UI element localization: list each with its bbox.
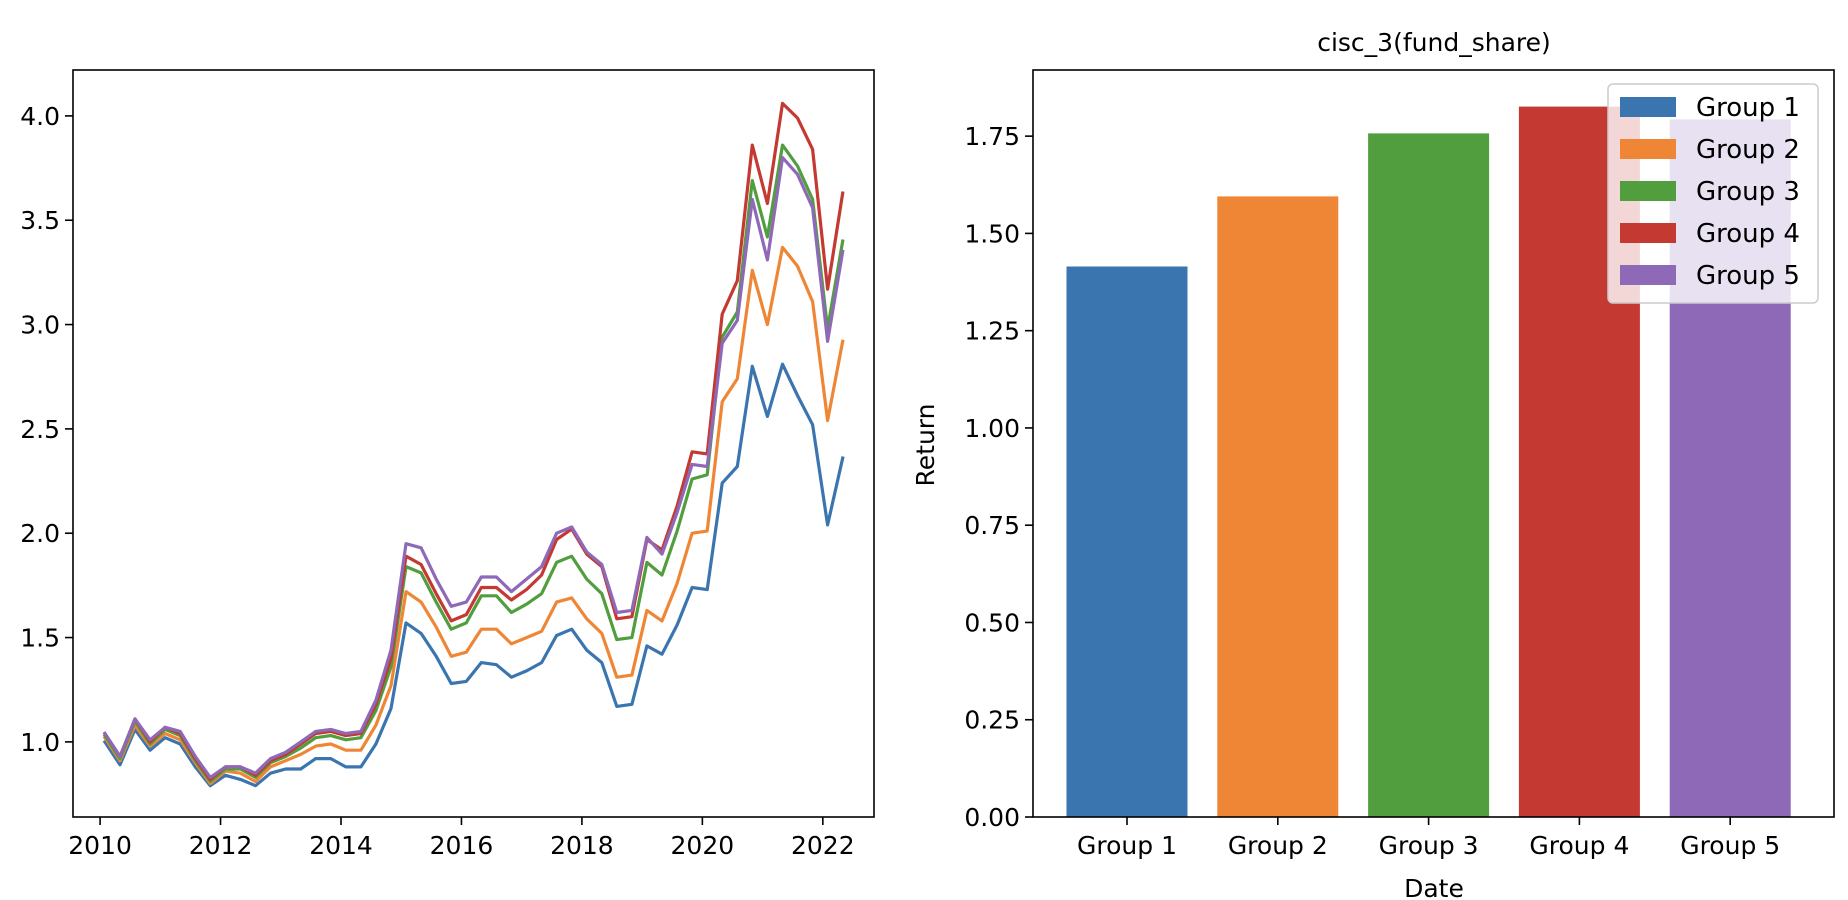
x-tick-label: 2016 (430, 831, 494, 860)
y-tick-label: 3.5 (20, 206, 60, 235)
line-series-5 (102, 156, 845, 780)
y-tick-label: 1.0 (20, 728, 60, 757)
line-chart-y-axis: 1.0 1.5 2.0 2.5 3.0 3.5 4.0 (20, 102, 73, 757)
line-series-2 (102, 245, 845, 786)
legend-label: Group 5 (1696, 261, 1800, 291)
y-tick-label: 2.0 (20, 519, 60, 548)
legend-label: Group 3 (1696, 177, 1800, 207)
bar-chart-legend: Group 1 Group 2 Group 3 Group 4 Group 5 (1607, 83, 1819, 304)
legend-swatch (1620, 181, 1676, 201)
x-tick-label: 2018 (550, 831, 614, 860)
legend-label: Group 4 (1696, 219, 1800, 249)
x-tick-label: Group 5 (1680, 831, 1780, 860)
legend-items: Group 1 Group 2 Group 3 Group 4 Group 5 (1620, 93, 1800, 291)
bar-chart-y-axis: 0.00 0.25 0.50 0.75 1.00 1.25 1.50 1.75 (964, 122, 1033, 832)
y-tick-label: 2.5 (20, 415, 60, 444)
legend-box (1607, 83, 1819, 304)
y-tick-label: 0.00 (964, 803, 1020, 832)
line-chart: 2010 2012 2014 2016 2018 2020 2022 1.0 1.5 2.0 2.… (20, 69, 875, 860)
x-tick-label: Group 4 (1529, 831, 1629, 860)
bar-chart-axes-frame (1032, 69, 1835, 818)
legend-label: Group 2 (1696, 135, 1800, 165)
y-tick-label: 1.5 (20, 624, 60, 653)
legend-swatch (1620, 97, 1676, 117)
x-tick-label: 2014 (309, 831, 373, 860)
y-tick-label: 4.0 (20, 102, 60, 131)
x-tick-label: 2012 (189, 831, 253, 860)
y-tick-label: 0.50 (964, 608, 1020, 637)
x-tick-label: 2020 (671, 831, 735, 860)
y-tick-label: 1.75 (964, 122, 1020, 151)
line-series-4 (102, 101, 845, 782)
y-tick-label: 0.75 (964, 511, 1020, 540)
line-series-1 (102, 362, 845, 788)
legend-swatch (1620, 223, 1676, 243)
bar-group-1 (1066, 266, 1188, 817)
bar-chart-x-axis-title: Date (1404, 874, 1464, 900)
y-tick-label: 1.00 (964, 414, 1020, 443)
x-tick-label: Group 2 (1228, 831, 1328, 860)
legend-swatch (1620, 139, 1676, 159)
x-tick-label: Group 1 (1077, 831, 1177, 860)
bar-group-3 (1368, 133, 1490, 817)
bar-chart-y-axis-title: Return (911, 404, 940, 487)
bar-chart-x-axis: Group 1 Group 2 Group 3 Group 4 Group 5 (1077, 817, 1780, 860)
y-tick-label: 1.25 (964, 317, 1020, 346)
line-chart-x-axis: 2010 2012 2014 2016 2018 2020 2022 (68, 817, 855, 860)
bar-group-2 (1217, 196, 1339, 817)
y-tick-label: 1.50 (964, 219, 1020, 248)
line-series-3 (102, 143, 845, 784)
legend-label: Group 1 (1696, 93, 1800, 123)
x-tick-label: Group 3 (1379, 831, 1479, 860)
bar-chart-title: cisc_3(fund_share) (1317, 28, 1551, 57)
y-tick-label: 0.25 (964, 706, 1020, 735)
bar-chart: cisc_3(fund_share) Group 1 Group 2 Group 3… (911, 28, 1835, 900)
line-chart-axes-frame (72, 69, 875, 818)
line-series-group (102, 101, 845, 788)
y-tick-label: 3.0 (20, 311, 60, 340)
x-tick-label: 2022 (791, 831, 855, 860)
legend-swatch (1620, 265, 1676, 285)
x-tick-label: 2010 (68, 831, 132, 860)
